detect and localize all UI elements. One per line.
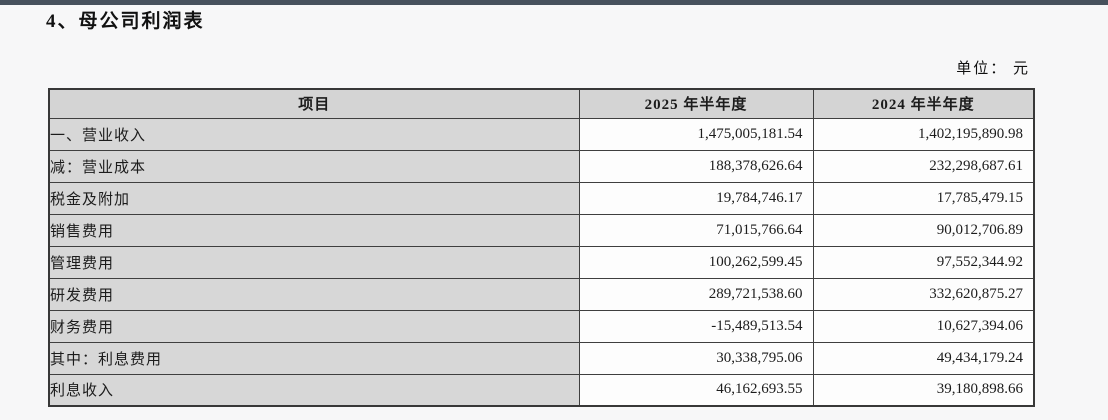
row-label-cell: 管理费用 — [48, 245, 580, 279]
table-row: 减：营业成本 188,378,626.64 232,298,687.61 — [48, 149, 1035, 183]
column-header-item: 项目 — [48, 88, 580, 119]
value-2025-cell: 30,338,795.06 — [578, 341, 814, 375]
row-label-cell: 一、营业收入 — [48, 117, 580, 151]
value-2025-cell: -15,489,513.54 — [578, 309, 814, 343]
value-2024-cell: 90,012,706.89 — [812, 213, 1035, 247]
row-label-cell: 其中：利息费用 — [48, 341, 580, 375]
value-2024-cell: 1,402,195,890.98 — [812, 117, 1035, 151]
row-label-cell: 财务费用 — [48, 309, 580, 343]
value-2025-cell: 100,262,599.45 — [578, 245, 814, 279]
top-edge-bar — [0, 0, 1108, 5]
value-2024-cell: 39,180,898.66 — [812, 373, 1035, 407]
column-header-2024-half: 2024 年半年度 — [812, 88, 1035, 119]
value-2025-cell: 289,721,538.60 — [578, 277, 814, 311]
unit-label: 单位： 元 — [956, 61, 1030, 77]
row-label-cell: 销售费用 — [48, 213, 580, 247]
table-row: 一、营业收入 1,475,005,181.54 1,402,195,890.98 — [48, 117, 1035, 151]
table-row: 管理费用 100,262,599.45 97,552,344.92 — [48, 245, 1035, 279]
table-body: 一、营业收入 1,475,005,181.54 1,402,195,890.98… — [48, 117, 1035, 407]
row-label-cell: 研发费用 — [48, 277, 580, 311]
value-2024-cell: 232,298,687.61 — [812, 149, 1035, 183]
value-2025-cell: 46,162,693.55 — [578, 373, 814, 407]
value-2024-cell: 97,552,344.92 — [812, 245, 1035, 279]
table-row: 研发费用 289,721,538.60 332,620,875.27 — [48, 277, 1035, 311]
value-2025-cell: 71,015,766.64 — [578, 213, 814, 247]
row-label-cell: 减：营业成本 — [48, 149, 580, 183]
value-2024-cell: 332,620,875.27 — [812, 277, 1035, 311]
income-statement-table: 项目 2025 年半年度 2024 年半年度 一、营业收入 1,475,005,… — [48, 88, 1035, 407]
value-2024-cell: 10,627,394.06 — [812, 309, 1035, 343]
table-row: 利息收入 46,162,693.55 39,180,898.66 — [48, 373, 1035, 407]
table-row: 财务费用 -15,489,513.54 10,627,394.06 — [48, 309, 1035, 343]
column-header-2025-half: 2025 年半年度 — [578, 88, 814, 119]
value-2024-cell: 17,785,479.15 — [812, 181, 1035, 215]
value-2025-cell: 188,378,626.64 — [578, 149, 814, 183]
table-row: 税金及附加 19,784,746.17 17,785,479.15 — [48, 181, 1035, 215]
table-row: 销售费用 71,015,766.64 90,012,706.89 — [48, 213, 1035, 247]
table-row: 其中：利息费用 30,338,795.06 49,434,179.24 — [48, 341, 1035, 375]
value-2025-cell: 19,784,746.17 — [578, 181, 814, 215]
row-label-cell: 税金及附加 — [48, 181, 580, 215]
value-2025-cell: 1,475,005,181.54 — [578, 117, 814, 151]
value-2024-cell: 49,434,179.24 — [812, 341, 1035, 375]
table-header: 项目 2025 年半年度 2024 年半年度 — [48, 88, 1035, 119]
row-label-cell: 利息收入 — [48, 373, 580, 407]
header-row: 项目 2025 年半年度 2024 年半年度 — [48, 88, 1035, 119]
section-title: 4、母公司利润表 — [46, 11, 205, 32]
